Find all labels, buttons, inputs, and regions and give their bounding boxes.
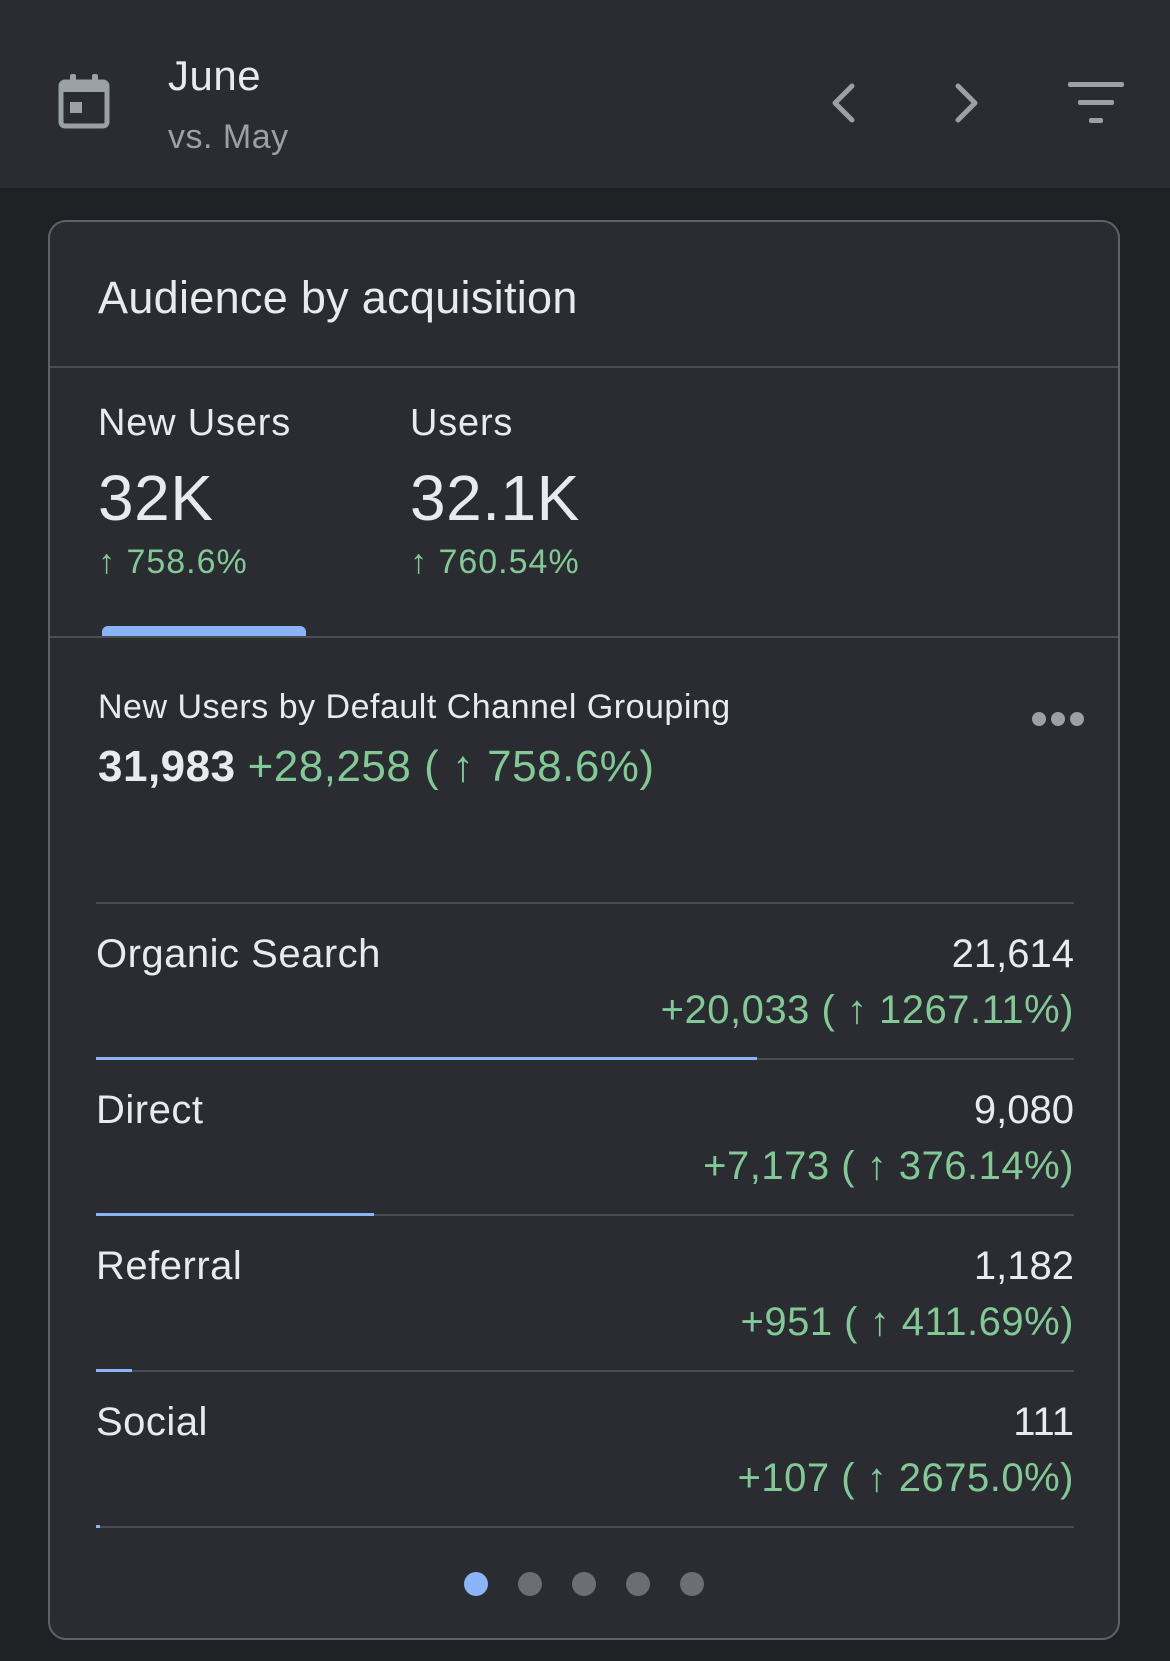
summary-total: 31,983 [98,742,236,791]
summary: 31,983 +28,258 ( ↑ 758.6%) [98,742,655,792]
metric-value: 32.1K [410,462,580,534]
channel-value: 1,182 [973,1244,1074,1288]
channel-label: Direct [96,1088,204,1132]
metric-label: Users [410,402,514,444]
channel-change: +107 ( ↑ 2675.0%) [737,1456,1074,1500]
chevron-left-icon[interactable] [820,78,870,128]
table-row[interactable]: Organic Search 21,614 +20,033 ( ↑ 1267.1… [96,904,1074,1060]
share-bar [96,1057,757,1060]
channel-value: 9,080 [973,1088,1074,1132]
metric-change: ↑ 758.6% [98,543,248,581]
title-divider [50,366,1118,368]
row-divider [96,1526,1074,1528]
share-bar [96,1213,374,1216]
channel-label: Organic Search [96,932,381,976]
metric-change: ↑ 760.54% [410,543,580,581]
section-title: New Users by Default Channel Grouping [98,688,731,726]
channel-change: +20,033 ( ↑ 1267.11%) [660,988,1074,1032]
table-row[interactable]: Direct 9,080 +7,173 ( ↑ 376.14%) [96,1060,1074,1216]
active-tab-indicator [102,626,306,638]
filter-icon[interactable] [1068,80,1128,126]
page-dot-1[interactable] [464,1572,488,1596]
page-dot-2[interactable] [518,1572,542,1596]
table-row[interactable]: Referral 1,182 +951 ( ↑ 411.69%) [96,1216,1074,1372]
channel-change: +951 ( ↑ 411.69%) [740,1300,1074,1344]
table-top-divider [96,902,1074,904]
card-title: Audience by acquisition [98,272,578,323]
comparison-period[interactable]: vs. May [168,118,289,156]
channel-change: +7,173 ( ↑ 376.14%) [703,1144,1074,1188]
table-row[interactable]: Social 111 +107 ( ↑ 2675.0%) [96,1372,1074,1528]
chevron-right-icon[interactable] [940,78,990,128]
metric-value: 32K [98,462,214,534]
calendar-icon[interactable] [58,74,110,130]
period-title[interactable]: June [168,52,262,99]
audience-card: Audience by acquisition New Users 32K ↑ … [48,220,1120,1640]
metric-label: New Users [98,402,292,444]
channel-value: 21,614 [951,932,1074,976]
more-options-icon[interactable] [1030,710,1086,728]
summary-change: +28,258 ( ↑ 758.6%) [247,742,655,791]
channel-value: 111 [1013,1400,1074,1444]
page-dot-3[interactable] [572,1572,596,1596]
metrics-divider [50,636,1118,638]
pagination-dots [50,1572,1118,1596]
metric-tab-users[interactable]: Users 32.1K ↑ 760.54% [410,402,580,582]
page-dot-4[interactable] [626,1572,650,1596]
row-divider [96,1370,1074,1372]
top-bar: June vs. May [0,0,1170,188]
channel-label: Social [96,1400,208,1444]
metric-tab-new-users[interactable]: New Users 32K ↑ 758.6% [98,402,291,582]
page-dot-5[interactable] [680,1572,704,1596]
row-divider [96,1214,1074,1216]
share-bar [96,1525,100,1528]
channel-label: Referral [96,1244,243,1288]
share-bar [96,1369,132,1372]
